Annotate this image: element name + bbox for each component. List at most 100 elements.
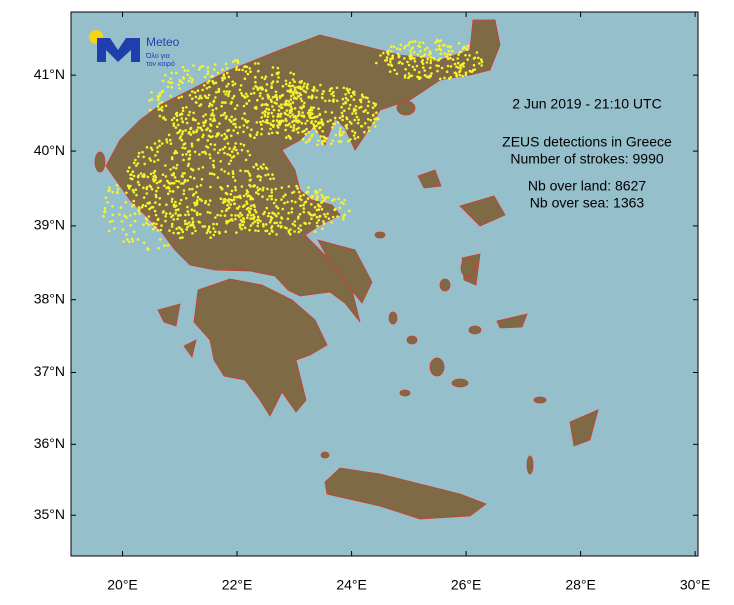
stroke-dot [334, 133, 338, 137]
stroke-dot [210, 172, 214, 175]
stroke-dot [367, 100, 371, 103]
stroke-dot [234, 214, 237, 217]
stroke-dot [224, 116, 228, 119]
stroke-dot [208, 172, 212, 175]
stroke-dot [142, 223, 145, 227]
stroke-dot [150, 97, 154, 101]
stroke-dot [145, 146, 149, 149]
stroke-dot [230, 189, 234, 193]
stroke-dot [219, 114, 223, 117]
stroke-dot [222, 90, 226, 93]
stroke-dot [287, 100, 291, 103]
stroke-dot [271, 173, 274, 176]
island [533, 396, 547, 404]
stroke-dot [246, 119, 250, 123]
stroke-dot [270, 100, 273, 103]
stroke-dot [364, 109, 367, 112]
stroke-dot [359, 98, 363, 102]
stroke-dot [170, 71, 173, 75]
stroke-dot [324, 110, 327, 114]
stroke-dot [270, 194, 274, 198]
stroke-dot [346, 89, 350, 92]
stroke-dot [271, 96, 275, 99]
stroke-dot [208, 199, 212, 202]
y-tick-label: 35°N [34, 506, 65, 522]
stroke-dot [256, 221, 260, 225]
stroke-dot [457, 53, 460, 56]
stroke-dot [348, 209, 351, 213]
stroke-dot [279, 112, 283, 116]
stroke-dot [145, 221, 148, 225]
stroke-dot [223, 137, 226, 141]
stroke-dot [206, 72, 209, 76]
stroke-dot [187, 113, 190, 117]
stroke-dot [366, 104, 370, 108]
stroke-dot [237, 68, 241, 72]
stroke-dot [293, 80, 296, 84]
stroke-dot [236, 152, 240, 155]
stroke-dot [209, 143, 213, 146]
stroke-dot [238, 194, 242, 198]
stroke-dot [151, 205, 155, 209]
naxos [429, 357, 445, 377]
stroke-dot [212, 222, 215, 226]
stroke-dot [186, 222, 189, 226]
stroke-dot [290, 207, 294, 210]
x-tick-label: 30°E [680, 577, 711, 593]
stroke-dot [466, 58, 470, 61]
stroke-dot [295, 91, 298, 95]
stroke-dot [154, 178, 157, 182]
stroke-dot [126, 238, 129, 241]
stroke-dot [338, 116, 342, 120]
stroke-dot [229, 102, 233, 105]
stroke-dot [233, 179, 237, 182]
stroke-dot [193, 226, 196, 229]
stroke-dot [284, 193, 287, 196]
stroke-dot [446, 45, 450, 48]
stroke-dot [302, 105, 305, 108]
stroke-dot [129, 223, 132, 227]
stroke-dot [201, 88, 204, 92]
stroke-dot [277, 112, 280, 116]
stroke-dot [267, 132, 271, 135]
stroke-dot [477, 56, 480, 60]
stroke-dot [249, 70, 252, 73]
island [406, 335, 418, 345]
stroke-dot [125, 233, 128, 236]
logo-slogan: Όλο για [145, 53, 170, 60]
stroke-dot [188, 157, 191, 160]
stroke-dot [189, 175, 192, 179]
stroke-dot [116, 187, 120, 191]
stroke-dot [202, 133, 205, 137]
stroke-dot [191, 90, 194, 93]
stroke-dot [209, 117, 212, 121]
stroke-dot [427, 53, 431, 57]
stroke-dot [219, 160, 222, 163]
stroke-dot [192, 64, 195, 67]
stroke-dot [280, 186, 284, 189]
stroke-dot [194, 229, 197, 233]
stroke-dot [186, 73, 189, 77]
stroke-dot [390, 50, 393, 53]
stroke-dot [211, 135, 214, 138]
stroke-dot [302, 85, 305, 88]
stroke-dot [161, 89, 165, 93]
stroke-dot [449, 45, 453, 48]
stroke-dot [204, 113, 207, 116]
stroke-dot [223, 132, 226, 136]
stroke-dot [356, 136, 360, 139]
stroke-dot [242, 218, 246, 221]
stroke-dot [166, 85, 170, 89]
stroke-dot [263, 210, 267, 214]
stroke-dot [102, 215, 105, 218]
stroke-dot [330, 142, 333, 145]
stroke-dot [352, 134, 356, 137]
stroke-dot [235, 195, 239, 199]
stroke-dot [142, 186, 145, 190]
stroke-dot [160, 100, 164, 104]
stroke-dot [314, 120, 317, 123]
stroke-dot [172, 124, 176, 127]
stroke-dot [260, 103, 264, 107]
stroke-dot [300, 87, 304, 90]
stroke-dot [271, 211, 274, 215]
